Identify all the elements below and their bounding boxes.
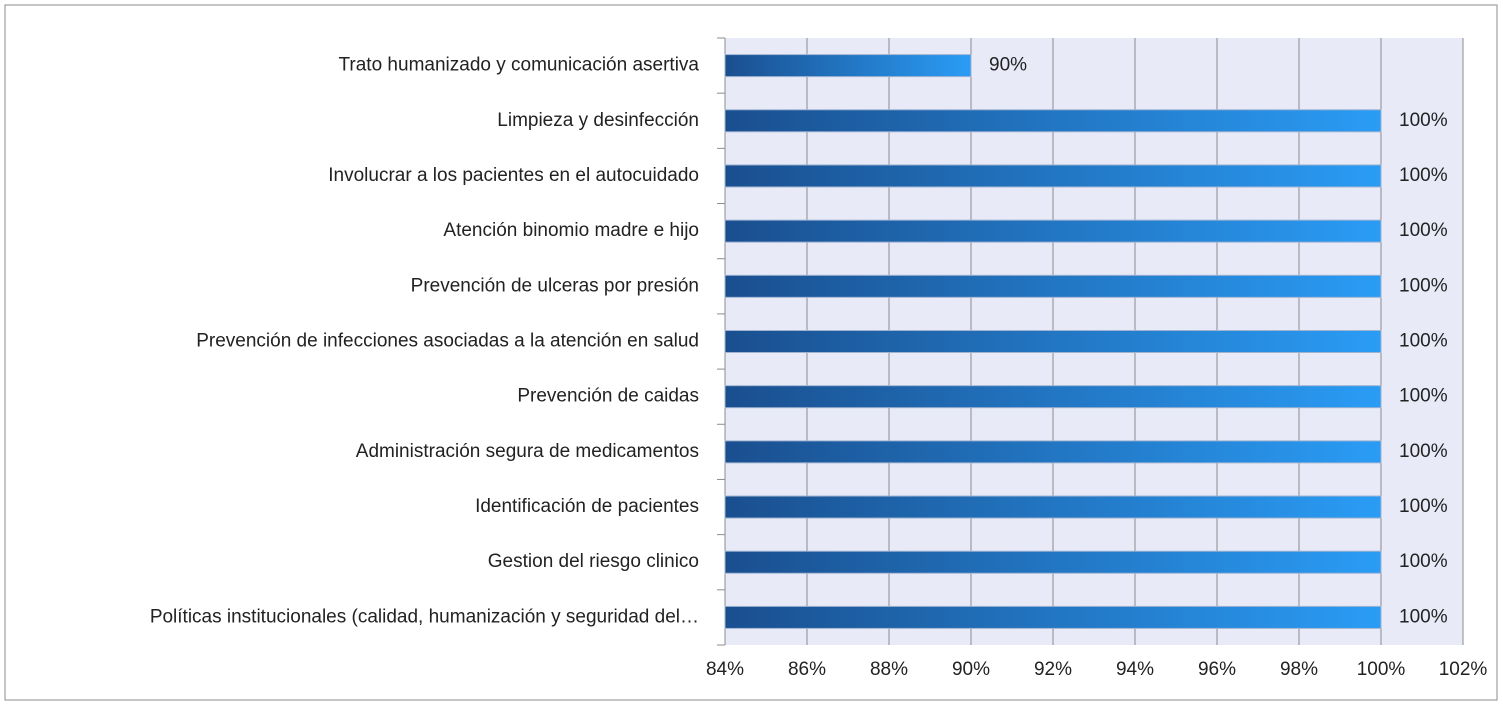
x-tick-label: 92%	[1034, 659, 1072, 680]
data-label: 100%	[1399, 606, 1448, 627]
data-label: 100%	[1399, 220, 1448, 241]
bar	[724, 330, 1382, 353]
bar	[724, 605, 1382, 629]
data-label: 100%	[1399, 386, 1448, 407]
bar	[724, 385, 1382, 409]
y-tick-label: Trato humanizado y comunicación asertiva	[339, 55, 700, 76]
bar	[724, 440, 1382, 464]
x-tick-label: 88%	[870, 659, 908, 680]
bar	[724, 54, 972, 78]
y-tick-label: Políticas institucionales (calidad, huma…	[150, 606, 699, 627]
x-tick-label: 90%	[952, 659, 990, 680]
bar	[724, 219, 1382, 243]
x-tick-label: 94%	[1116, 659, 1154, 680]
x-tick-label: 84%	[706, 659, 744, 680]
data-label: 100%	[1399, 165, 1448, 186]
x-tick-label: 86%	[788, 659, 826, 680]
y-tick-label: Identificación de pacientes	[475, 496, 699, 517]
y-tick-label: Prevención de infecciones asociadas a la…	[196, 331, 699, 352]
bar	[724, 164, 1382, 188]
y-tick-label: Gestion del riesgo clinico	[488, 551, 699, 572]
bar	[724, 274, 1382, 298]
y-tick-label: Administración segura de medicamentos	[356, 441, 699, 462]
x-tick-label: 96%	[1198, 659, 1236, 680]
y-tick-label: Prevención de ulceras por presión	[411, 275, 699, 296]
y-tick-label: Involucrar a los pacientes en el autocui…	[328, 165, 699, 186]
data-label: 100%	[1399, 441, 1448, 462]
y-tick-label: Limpieza y desinfección	[497, 110, 699, 131]
data-label: 100%	[1399, 110, 1448, 131]
x-tick-label: 100%	[1357, 659, 1406, 680]
bar	[724, 109, 1382, 133]
x-tick-label: 98%	[1280, 659, 1318, 680]
x-tick-label: 102%	[1439, 659, 1488, 680]
data-label: 100%	[1399, 496, 1448, 517]
data-label: 100%	[1399, 275, 1448, 296]
data-label: 100%	[1399, 551, 1448, 572]
data-label: 100%	[1399, 331, 1448, 352]
bar	[724, 495, 1382, 519]
data-label: 90%	[989, 55, 1027, 76]
y-tick-label: Atención binomio madre e hijo	[443, 220, 699, 241]
y-tick-label: Prevención de caidas	[517, 386, 699, 407]
bar	[724, 550, 1382, 574]
